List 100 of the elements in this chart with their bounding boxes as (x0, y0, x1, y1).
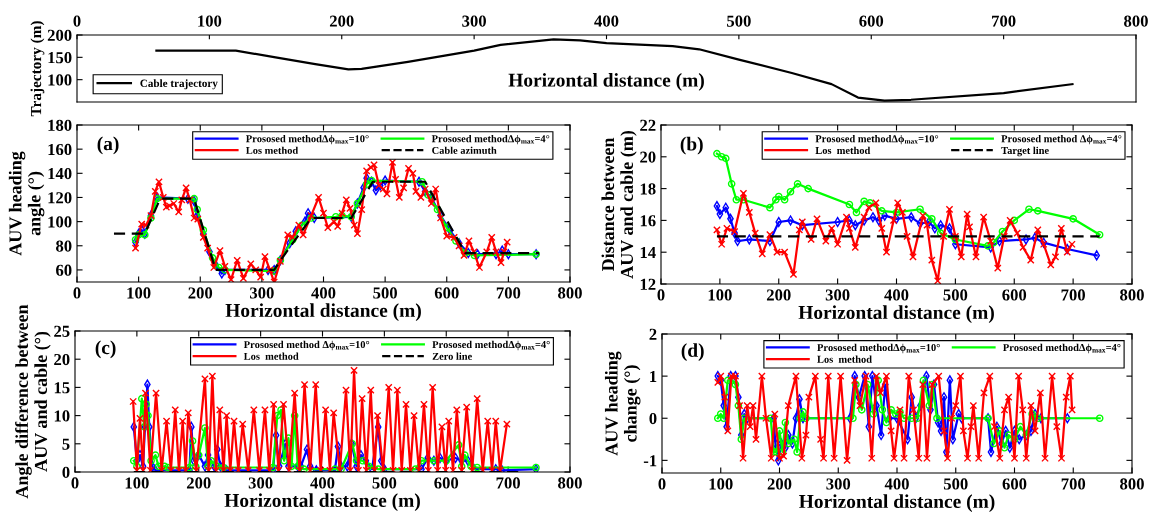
x-tick-label: 800 (1120, 289, 1144, 301)
y-tick-label: 18 (640, 183, 656, 195)
y-tick-label: 5 (62, 438, 70, 450)
x-tick-label: 100 (127, 287, 151, 299)
y-tick-label: 16 (640, 215, 656, 227)
x-tick-label: 800 (1124, 15, 1148, 27)
x-tick-label: 500 (373, 287, 397, 299)
x-tick-label: 400 (311, 287, 336, 299)
x-tick-label: 400 (310, 477, 335, 489)
y-tick-label: 12 (640, 278, 656, 290)
x-tick-label: 700 (496, 477, 520, 489)
legend-label: Prososed methodΔϕ$_{max}$=10° (815, 134, 939, 145)
legend-label: Los method (817, 355, 872, 363)
y-tick-label: -1 (643, 455, 657, 467)
x-tick-label: 100 (708, 289, 732, 301)
y-tick-label: 1 (650, 370, 657, 382)
x-tick-label: 700 (992, 15, 1016, 27)
x-tick-label: 0 (657, 289, 665, 301)
annotation: (c) (95, 340, 116, 359)
y-tick-label: 25 (54, 325, 70, 337)
x-tick-label: 300 (250, 287, 274, 299)
x-tick-label: 800 (558, 287, 582, 299)
x-tick-label: 700 (1061, 478, 1086, 490)
x-axis-title: Horizontal distance (m) (508, 73, 704, 91)
x-tick-label: 400 (884, 478, 909, 490)
x-tick-label: 0 (658, 478, 666, 490)
x-tick-label: 0 (73, 15, 81, 27)
y-tick-label: 150 (48, 52, 72, 64)
y-tick-label: 60 (56, 264, 72, 276)
y-tick-label: 200 (47, 29, 72, 41)
x-tick-label: 700 (496, 287, 521, 299)
x-tick-label: 300 (825, 289, 850, 301)
legend-label: Prososed methodΔϕ$_{max}$=10° (817, 343, 940, 354)
legend-label: Los method (246, 146, 299, 154)
y-tick-label: 22 (640, 119, 656, 131)
legend-label: Prososed methodΔϕ$_{max}$=4° (1003, 343, 1121, 354)
x-axis-title: Horizontal distance (m) (798, 305, 994, 323)
x-tick-label: 800 (558, 477, 582, 489)
y-tick-label: 100 (48, 216, 72, 228)
x-tick-label: 500 (943, 478, 968, 490)
y-tick-label: 0 (62, 466, 70, 478)
legend-label: Cable trajectory (140, 79, 218, 90)
y-axis-title: AUV heading change (°) (604, 351, 641, 456)
x-tick-label: 500 (943, 289, 968, 301)
legend-label: Zero line (432, 352, 472, 360)
y-tick-label: 80 (56, 240, 72, 252)
x-tick-label: 100 (198, 15, 222, 27)
x-axis-title: Horizontal distance (m) (799, 494, 995, 512)
x-tick-label: 300 (462, 15, 486, 27)
x-tick-label: 200 (329, 15, 354, 27)
legend-label: Prososed methodΔϕ$_{max}$=10° (246, 134, 369, 145)
x-tick-label: 0 (73, 287, 81, 299)
x-tick-label: 400 (884, 289, 909, 301)
annotation: (d) (681, 343, 704, 361)
y-tick-label: 180 (48, 119, 72, 131)
x-tick-label: 500 (372, 477, 397, 489)
x-axis-title: Horizontal distance (m) (224, 493, 420, 511)
x-tick-label: 200 (188, 287, 213, 299)
legend-label: Target line (1001, 146, 1049, 157)
y-axis-title: Trajectory (m) (30, 21, 45, 117)
x-tick-label: 200 (186, 477, 211, 489)
x-tick-label: 800 (1120, 478, 1144, 490)
y-axis-title: Distance between AUV and cable (m) (601, 130, 637, 279)
y-tick-label: 20 (640, 151, 656, 163)
y-tick-label: 120 (48, 192, 72, 204)
y-tick-label: 20 (54, 353, 70, 366)
legend-label: Prososed methodΔϕ$_{max}$=4° (432, 340, 550, 351)
y-tick-label: 15 (54, 382, 70, 394)
x-tick-label: 600 (434, 477, 459, 489)
annotation: (b) (680, 136, 703, 155)
x-tick-label: 600 (859, 15, 884, 27)
x-tick-label: 300 (826, 478, 851, 490)
legend-label: Los method (243, 352, 299, 360)
x-tick-label: 100 (709, 478, 733, 490)
y-tick-label: 0 (649, 412, 657, 425)
y-tick-label: 100 (48, 74, 72, 86)
x-tick-label: 400 (594, 15, 619, 27)
x-tick-label: 100 (125, 477, 149, 489)
x-tick-label: 200 (767, 478, 792, 490)
y-tick-label: 140 (48, 168, 72, 180)
y-tick-label: 14 (640, 246, 656, 258)
x-tick-label: 600 (1002, 289, 1027, 301)
x-tick-label: 600 (434, 287, 459, 299)
y-axis-title: Angle difference between AUV and cable (°) (15, 304, 51, 499)
legend-label: Prososed method Δϕ$_{max}$=10° (243, 340, 370, 351)
x-tick-label: 500 (727, 15, 751, 27)
y-tick-label: 2 (649, 328, 657, 340)
x-axis-title: Horizontal distance (m) (225, 303, 421, 321)
x-tick-label: 300 (248, 477, 273, 489)
legend-label: Prososed methodΔϕ$_{max}$=4° (431, 134, 550, 145)
x-tick-label: 200 (766, 289, 791, 301)
x-tick-label: 700 (1061, 289, 1085, 301)
y-axis-title: AUV heading angle (°) (8, 151, 45, 256)
x-tick-label: 600 (1002, 478, 1027, 490)
legend-label: Prososed method Δϕ$_{max}$=4° (1001, 134, 1122, 145)
y-tick-label: 160 (48, 143, 72, 156)
legend-label: Los method (815, 146, 871, 154)
annotation: (a) (97, 136, 119, 155)
legend-label: Cable azimuth (432, 146, 497, 154)
y-tick-label: 10 (54, 410, 70, 422)
